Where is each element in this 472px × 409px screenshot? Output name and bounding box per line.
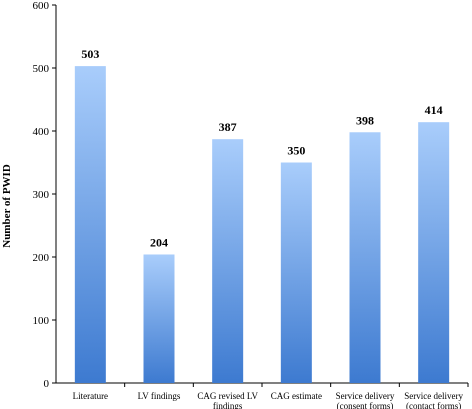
x-category-label: Service delivery — [404, 391, 463, 401]
x-category-label: findings — [213, 401, 243, 409]
x-category-label: Literature — [73, 391, 108, 401]
bar — [143, 254, 175, 383]
bar-value-label: 398 — [356, 113, 374, 127]
y-tick-label: 300 — [33, 189, 50, 201]
x-category-label: CAG estimate — [271, 391, 322, 401]
bar — [280, 162, 312, 383]
bar-value-label: 387 — [219, 120, 237, 134]
bar — [74, 66, 106, 384]
bar — [349, 132, 381, 383]
y-tick-label: 400 — [33, 126, 50, 138]
plot-area: 0 100 200 300 400 500 600 503 Literature 204 LV fi… — [33, 0, 469, 409]
bar-value-label: 503 — [81, 47, 99, 61]
y-tick-label: 200 — [33, 252, 50, 264]
x-category-label: LV findings — [138, 391, 181, 401]
bar-value-label: 414 — [425, 103, 443, 117]
bar — [212, 139, 244, 383]
y-tick-label: 0 — [44, 378, 50, 390]
y-axis-title: Number of PWID — [1, 164, 13, 248]
x-category-label: (consent forms) — [337, 401, 394, 409]
bar-value-label: 350 — [287, 144, 305, 158]
bar-value-label: 204 — [150, 235, 168, 249]
y-tick-label: 500 — [33, 63, 50, 75]
x-category-label: (contact forms) — [406, 401, 461, 409]
bar — [418, 122, 450, 384]
x-category-label: Service delivery — [336, 391, 395, 401]
y-tick-label: 600 — [33, 0, 50, 12]
y-tick-label: 100 — [33, 315, 50, 327]
x-category-label: CAG revised LV — [197, 391, 258, 401]
